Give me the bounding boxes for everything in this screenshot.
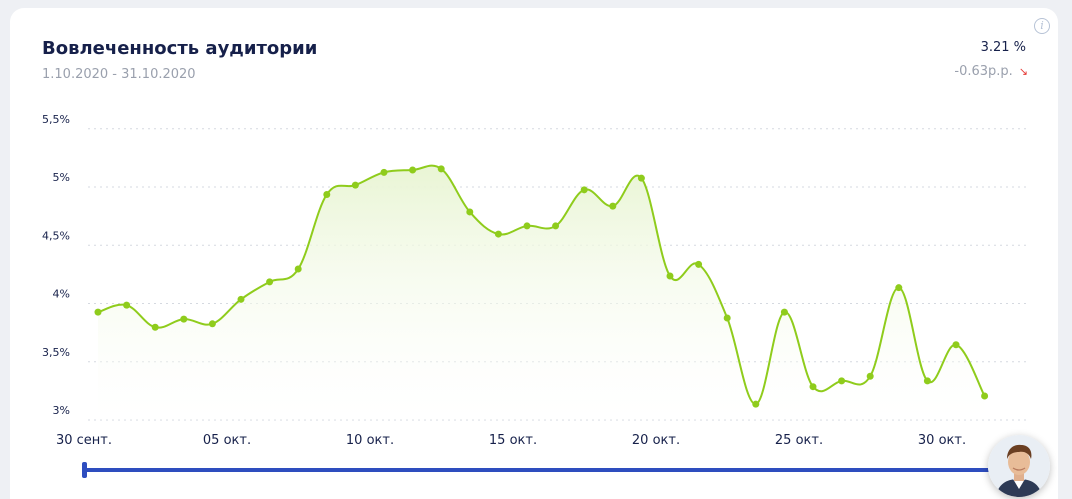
data-point[interactable] (923, 377, 931, 385)
data-point[interactable] (180, 315, 188, 323)
data-point[interactable] (609, 202, 617, 210)
data-point[interactable] (123, 301, 131, 309)
x-tick-label: 15 окт. (489, 433, 537, 448)
data-point[interactable] (237, 295, 245, 303)
data-point[interactable] (695, 260, 703, 268)
data-point[interactable] (838, 377, 846, 385)
info-icon[interactable]: i (1034, 18, 1050, 34)
date-range: 1.10.2020 - 31.10.2020 (42, 67, 196, 82)
y-tick-label: 4,5% (42, 229, 70, 242)
x-tick-label: 30 окт. (918, 433, 966, 448)
data-point[interactable] (523, 222, 531, 230)
range-slider-left-handle[interactable] (82, 462, 87, 478)
data-point[interactable] (637, 174, 645, 182)
metric-change: -0.63р.р. ↘ (954, 64, 1028, 79)
range-slider[interactable] (82, 462, 1007, 478)
data-point[interactable] (723, 314, 731, 322)
x-tick-label: 20 окт. (632, 433, 680, 448)
x-tick-label: 05 окт. (203, 433, 251, 448)
down-right-arrow-icon: ↘ (1018, 65, 1028, 78)
area-fill (98, 165, 985, 420)
data-point[interactable] (266, 278, 274, 286)
data-point[interactable] (981, 392, 989, 400)
data-point[interactable] (752, 400, 760, 408)
y-tick-label: 3% (53, 404, 70, 417)
data-point[interactable] (409, 166, 417, 174)
data-point[interactable] (466, 208, 474, 216)
metric-value: 3.21 % (980, 40, 1026, 55)
data-point[interactable] (780, 308, 788, 316)
y-tick-label: 5% (53, 171, 70, 184)
avatar[interactable] (988, 435, 1050, 497)
data-point[interactable] (94, 308, 102, 316)
data-point[interactable] (380, 168, 388, 176)
data-point[interactable] (208, 320, 216, 328)
data-point[interactable] (437, 165, 445, 173)
card-title: Вовлеченность аудитории (42, 38, 318, 59)
y-tick-label: 4% (53, 288, 70, 301)
data-point[interactable] (866, 372, 874, 380)
y-tick-label: 3,5% (42, 346, 70, 359)
data-point[interactable] (552, 222, 560, 230)
data-point[interactable] (580, 186, 588, 194)
x-tick-label: 25 окт. (775, 433, 823, 448)
data-point[interactable] (494, 230, 502, 238)
data-point[interactable] (294, 265, 302, 273)
data-point[interactable] (895, 284, 903, 292)
data-point[interactable] (351, 181, 359, 189)
y-tick-label: 5,5% (42, 113, 70, 126)
data-point[interactable] (323, 190, 331, 198)
data-point[interactable] (809, 383, 817, 391)
x-tick-label: 30 сент. (56, 433, 112, 448)
avatar-person-icon (988, 435, 1050, 497)
x-tick-label: 10 окт. (346, 433, 394, 448)
data-point[interactable] (952, 341, 960, 349)
metric-change-text: -0.63р.р. (954, 64, 1013, 79)
data-point[interactable] (666, 272, 674, 280)
data-point[interactable] (151, 323, 159, 331)
